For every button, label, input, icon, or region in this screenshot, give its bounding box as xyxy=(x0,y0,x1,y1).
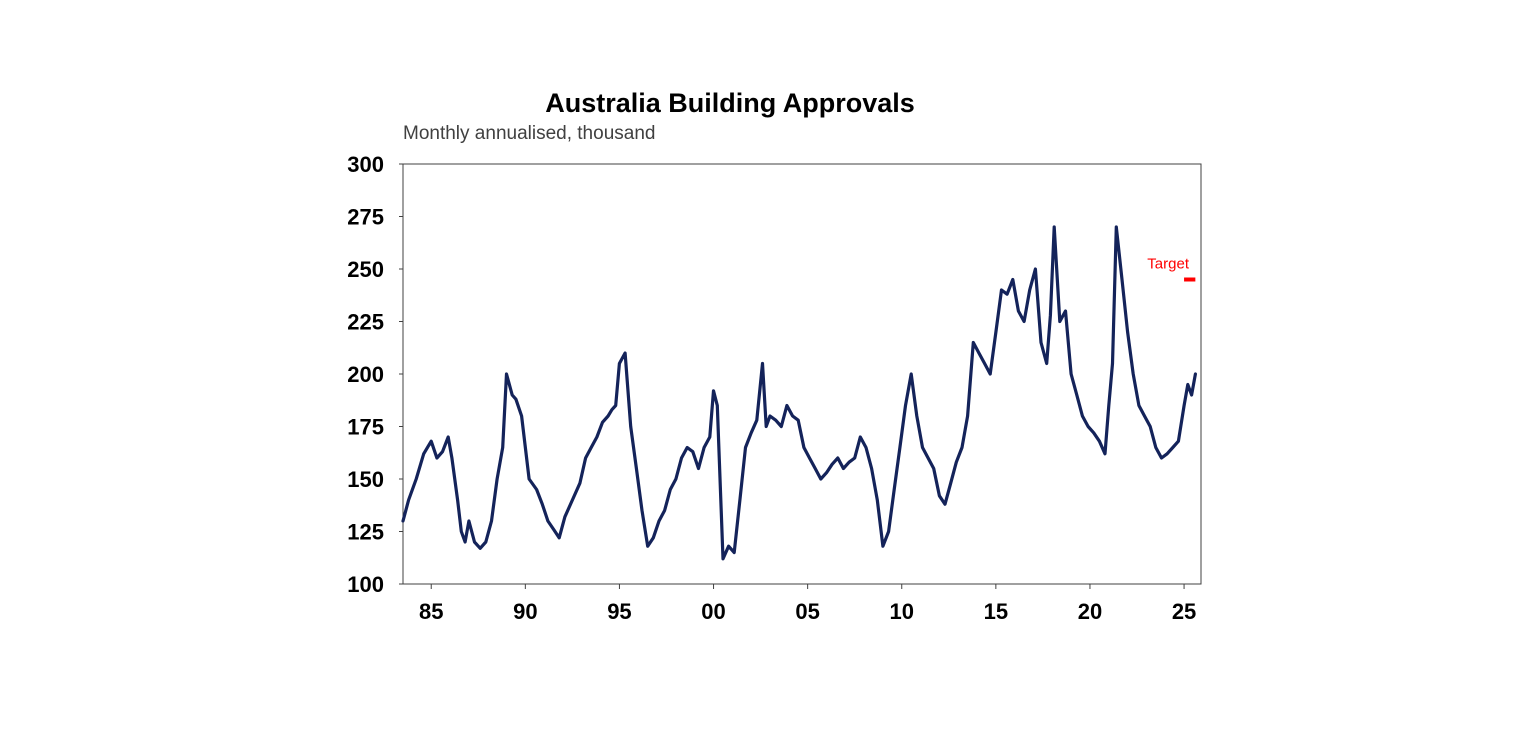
y-tick-label: 175 xyxy=(347,415,384,440)
annotation-group: Target xyxy=(1147,256,1196,282)
x-tick-label: 00 xyxy=(701,599,725,624)
y-tick-label: 300 xyxy=(347,152,384,177)
x-tick-label: 05 xyxy=(795,599,819,624)
x-axis: 85 90 95 00 05 10 15 20 25 xyxy=(419,584,1196,624)
y-tick-label: 100 xyxy=(347,572,384,597)
x-tick-label: 25 xyxy=(1172,599,1196,624)
y-tick-label: 125 xyxy=(347,520,384,545)
plot-frame xyxy=(402,163,1202,585)
y-axis: 100 125 150 175 200 225 250 275 300 xyxy=(347,152,403,597)
y-tick-label: 150 xyxy=(347,467,384,492)
y-tick-label: 275 xyxy=(347,205,384,230)
x-tick-label: 15 xyxy=(984,599,1008,624)
x-tick-label: 90 xyxy=(513,599,537,624)
y-tick-label: 250 xyxy=(347,257,384,282)
series-group xyxy=(401,225,1198,561)
chart-subtitle: Monthly annualised, thousand xyxy=(403,123,656,144)
target-label: Target xyxy=(1147,256,1190,273)
x-tick-label: 95 xyxy=(607,599,631,624)
y-tick-label: 225 xyxy=(347,310,384,335)
x-tick-label: 10 xyxy=(890,599,914,624)
series-line xyxy=(401,225,1198,561)
x-tick-label: 85 xyxy=(419,599,443,624)
chart-title: Australia Building Approvals xyxy=(545,88,915,118)
x-tick-label: 20 xyxy=(1078,599,1102,624)
y-tick-label: 200 xyxy=(347,362,384,387)
